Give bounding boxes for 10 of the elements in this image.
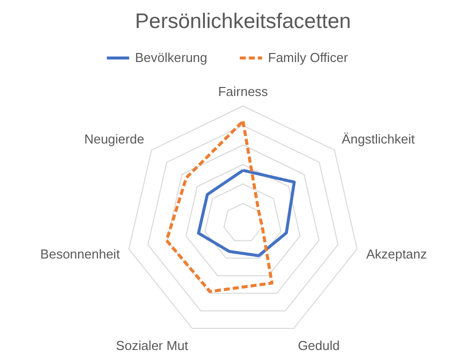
legend-label: Family Officer [268, 50, 349, 65]
spoke-label: Akzeptanz [366, 246, 427, 262]
spoke-label: Ängstlichkeit [342, 132, 416, 147]
spoke-label: Besonnenheit [40, 246, 120, 262]
spoke-label: Fairness [218, 84, 268, 99]
legend-label: Bevölkerung [135, 50, 208, 65]
spoke-label: Sozialer Mut [116, 338, 189, 354]
spoke-label: Neugierde [84, 132, 144, 147]
chart-title: Persönlichkeitsfacetten [135, 10, 351, 33]
spoke-label: Geduld [298, 338, 340, 354]
